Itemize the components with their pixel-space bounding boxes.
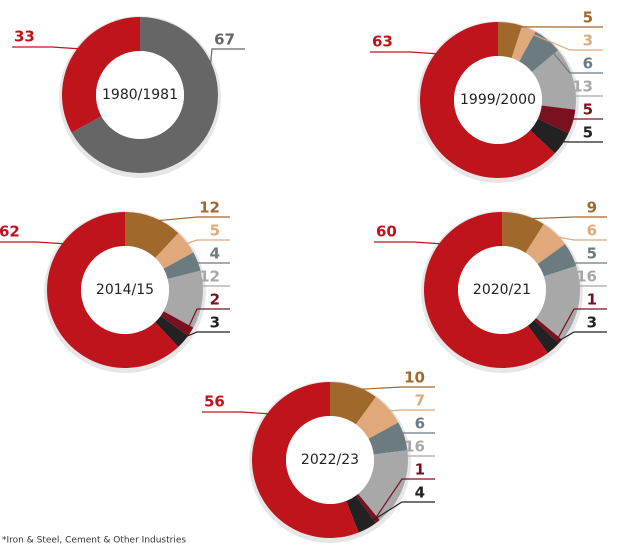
donut-segment <box>62 17 140 133</box>
donut-segment <box>155 315 189 347</box>
donut-hole <box>454 56 542 144</box>
donut-segment <box>419 22 555 178</box>
value-label: 4 <box>210 245 220 263</box>
donut-hole <box>286 416 374 504</box>
donut-segment <box>537 105 576 134</box>
value-label: 6 <box>583 55 593 73</box>
leader-line <box>552 235 607 241</box>
footnote: *Iron & Steel, Cement & Other Industries <box>2 536 186 546</box>
leader-line <box>522 216 607 220</box>
value-label: 3 <box>210 314 220 332</box>
leader-line <box>567 255 607 264</box>
value-label: 16 <box>404 438 425 456</box>
leader-line <box>186 308 230 330</box>
value-label: 4 <box>415 484 425 502</box>
leader-line <box>152 216 230 222</box>
value-label: 13 <box>572 78 593 96</box>
value-label: 60 <box>376 223 397 241</box>
donut-segment <box>47 212 179 369</box>
leader-line <box>374 478 435 519</box>
donut-segment <box>537 244 577 277</box>
value-label: 33 <box>14 28 35 46</box>
center-label: 1980/1981 <box>102 87 178 103</box>
leader-line <box>568 118 603 121</box>
value-label: 10 <box>404 369 425 387</box>
donut-segment <box>535 265 580 340</box>
value-label: 1 <box>587 291 597 309</box>
leader-line <box>203 48 245 133</box>
donut-segment <box>163 270 203 328</box>
value-label: 5 <box>583 9 593 27</box>
center-label: 2022/23 <box>301 452 359 468</box>
value-label: 5 <box>210 222 220 240</box>
value-label: 6 <box>415 415 425 433</box>
donut-segment <box>502 212 544 253</box>
value-label: 16 <box>576 268 597 286</box>
donut-segment <box>511 25 536 62</box>
value-label: 9 <box>587 199 597 217</box>
donut-segment <box>71 17 219 174</box>
leader-line <box>183 239 230 246</box>
leader-line <box>385 409 435 412</box>
center-label: 1999/2000 <box>460 92 536 108</box>
donut-segment <box>498 22 523 59</box>
donut-segment <box>525 224 566 265</box>
value-label: 2 <box>210 291 220 309</box>
value-label: 12 <box>199 199 220 217</box>
donut-hole <box>458 246 546 334</box>
leader-line <box>556 308 607 340</box>
center-label: 2014/15 <box>96 282 154 298</box>
donut-segment <box>163 252 201 280</box>
donut-segment <box>519 31 559 72</box>
value-label: 1 <box>415 461 425 479</box>
donut-segment <box>355 493 380 524</box>
leader-line <box>12 46 83 50</box>
value-label: 3 <box>583 32 593 50</box>
value-label: 12 <box>199 268 220 286</box>
donut-segment <box>530 118 569 154</box>
donut-hole <box>96 51 184 139</box>
leader-line <box>550 331 607 347</box>
leader-line <box>527 31 603 51</box>
value-label: 63 <box>372 33 393 51</box>
donut-hole <box>81 246 169 334</box>
center-label: 2020/21 <box>473 282 531 298</box>
donut-segment <box>368 422 408 455</box>
value-label: 7 <box>415 392 425 410</box>
leader-line <box>180 331 230 340</box>
value-label: 5 <box>583 124 593 142</box>
leader-line <box>365 501 435 526</box>
leader-line <box>573 285 607 304</box>
value-label: 3 <box>587 314 597 332</box>
value-label: 6 <box>587 222 597 240</box>
leader-line <box>398 455 435 488</box>
value-label: 67 <box>214 31 235 49</box>
donut-segment <box>330 382 376 425</box>
donut-segment <box>355 396 399 439</box>
value-label: 62 <box>0 223 20 241</box>
leader-line <box>0 241 68 245</box>
value-label: 5 <box>583 101 593 119</box>
leader-line <box>352 386 435 391</box>
value-label: 5 <box>587 245 597 263</box>
value-label: 56 <box>204 393 225 411</box>
leader-line <box>370 51 441 55</box>
leader-line <box>202 411 273 415</box>
leader-line <box>544 42 603 74</box>
donut-segment <box>155 233 194 269</box>
leader-line <box>399 432 435 438</box>
leader-line <box>374 241 445 245</box>
donut-segment <box>252 382 359 538</box>
donut-segment <box>531 50 576 110</box>
leader-line <box>196 285 230 300</box>
donut-segment <box>160 311 194 336</box>
donut-segment <box>534 318 563 344</box>
donut-segment <box>125 212 179 258</box>
donut-segment <box>424 212 548 369</box>
donut-segment <box>358 450 408 521</box>
leader-line <box>568 79 603 97</box>
